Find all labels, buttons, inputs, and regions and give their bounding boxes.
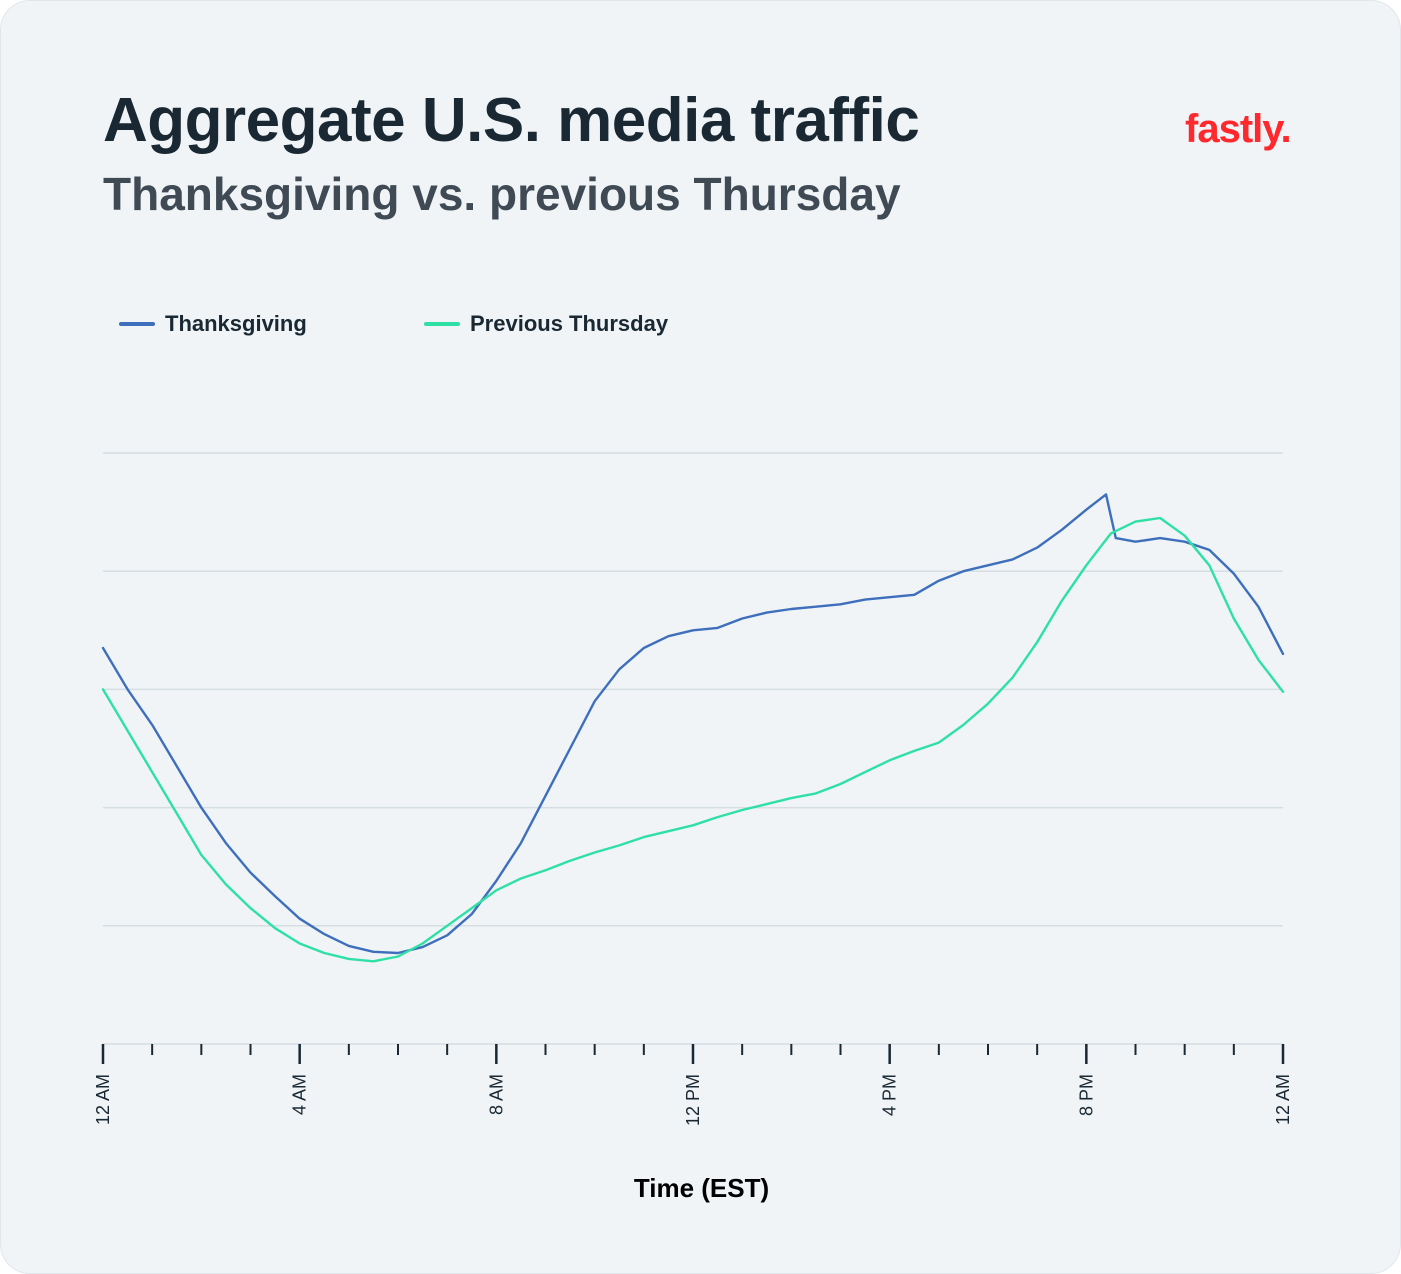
- x-tick-label-0: 12 AM: [93, 1074, 113, 1125]
- legend-swatch-thanksgiving: [119, 322, 155, 326]
- chart-title: Aggregate U.S. media traffic: [103, 86, 920, 155]
- x-tick-label-6: 12 AM: [1273, 1074, 1293, 1125]
- legend-label-thanksgiving: Thanksgiving: [165, 311, 307, 336]
- series-line-thanksgiving: [101, 493, 1285, 955]
- x-tick-label-4: 4 PM: [880, 1074, 900, 1116]
- chart-subtitle: Thanksgiving vs. previous Thursday: [103, 168, 901, 220]
- series-lines: [101, 493, 1285, 963]
- grid-lines: [103, 452, 1283, 927]
- x-axis: 12 AM 4 AM 8 AM 12 PM 4 PM 8 PM 12 AM: [93, 1043, 1293, 1126]
- fastly-logo: fastly.: [1185, 107, 1292, 151]
- x-tick-label-2: 8 AM: [486, 1074, 506, 1115]
- x-tick-label-5: 8 PM: [1076, 1074, 1096, 1116]
- x-tick-label-1: 4 AM: [290, 1074, 310, 1115]
- legend-swatch-previous-thursday: [424, 322, 460, 326]
- legend-label-previous-thursday: Previous Thursday: [470, 311, 669, 336]
- x-axis-label: Time (EST): [633, 1173, 770, 1203]
- series-line-previous-thursday: [101, 516, 1285, 963]
- x-tick-label-3: 12 PM: [683, 1074, 703, 1126]
